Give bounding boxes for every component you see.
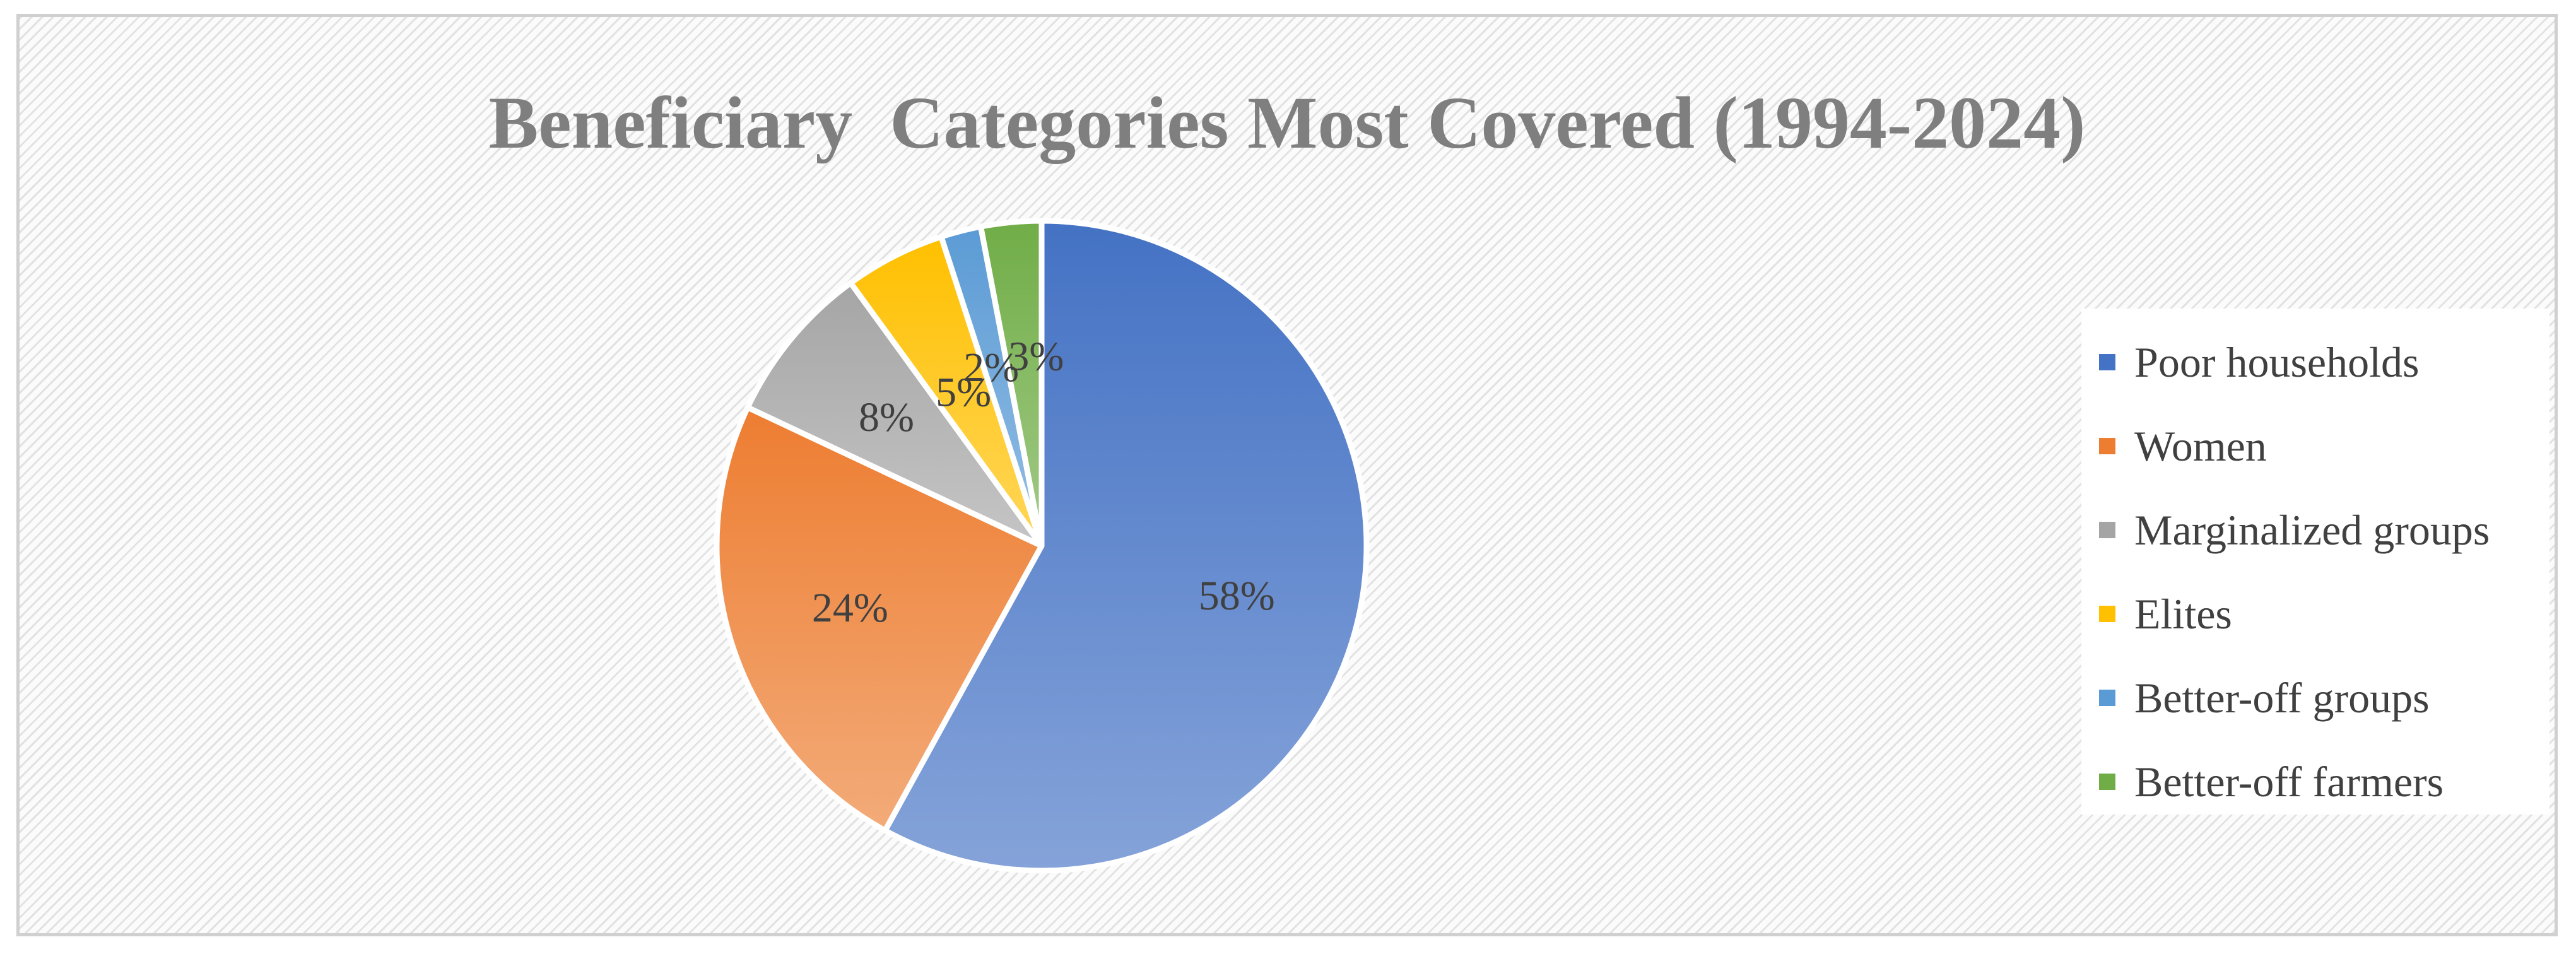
legend-swatch [2099,354,2115,370]
legend-item: Better-off farmers [2099,747,2444,816]
data-label: 58% [1199,573,1275,619]
pie-chart: 58% 24% 8% 5%2%3% [714,218,1370,874]
legend-item: Marginalized groups [2099,495,2490,565]
legend-swatch [2099,522,2115,538]
chart-title: Beneficiary Categories Most Covered (199… [488,81,2086,164]
chart-area: Beneficiary Categories Most Covered (199… [16,14,2558,936]
legend-item: Better-off groups [2099,663,2430,733]
pie-data-labels: 58% 24% 8% 5%2%3% [812,334,1275,632]
data-label: 5% [936,369,991,415]
data-label: 2% [963,344,1019,391]
legend-item: Poor households [2099,327,2419,397]
pie-slice-poor-households [882,218,1370,874]
legend: Poor households Women Marginalized groups E… [2081,309,2550,815]
pie-slices [714,218,1370,874]
legend-label: Marginalized groups [2134,505,2490,554]
pie-slice-marginalized-groups [744,280,1045,549]
data-label: 24% [812,585,888,631]
legend-swatch [2099,606,2115,622]
legend-swatch [2099,438,2115,454]
pie-slice-better-off-farmers [978,218,1045,549]
data-label: 8% [859,394,914,440]
legend-label: Better-off groups [2134,673,2430,722]
legend-label: Elites [2134,589,2232,638]
legend-item: Elites [2099,579,2232,649]
legend-label: Better-off farmers [2134,757,2444,806]
legend-swatch [2099,774,2115,790]
legend-label: Poor households [2134,338,2420,386]
data-label: 3% [1008,334,1064,380]
legend-item: Women [2099,411,2267,481]
legend-swatch [2099,690,2115,706]
pie-slice-women [714,404,1045,833]
legend-label: Women [2134,421,2267,470]
